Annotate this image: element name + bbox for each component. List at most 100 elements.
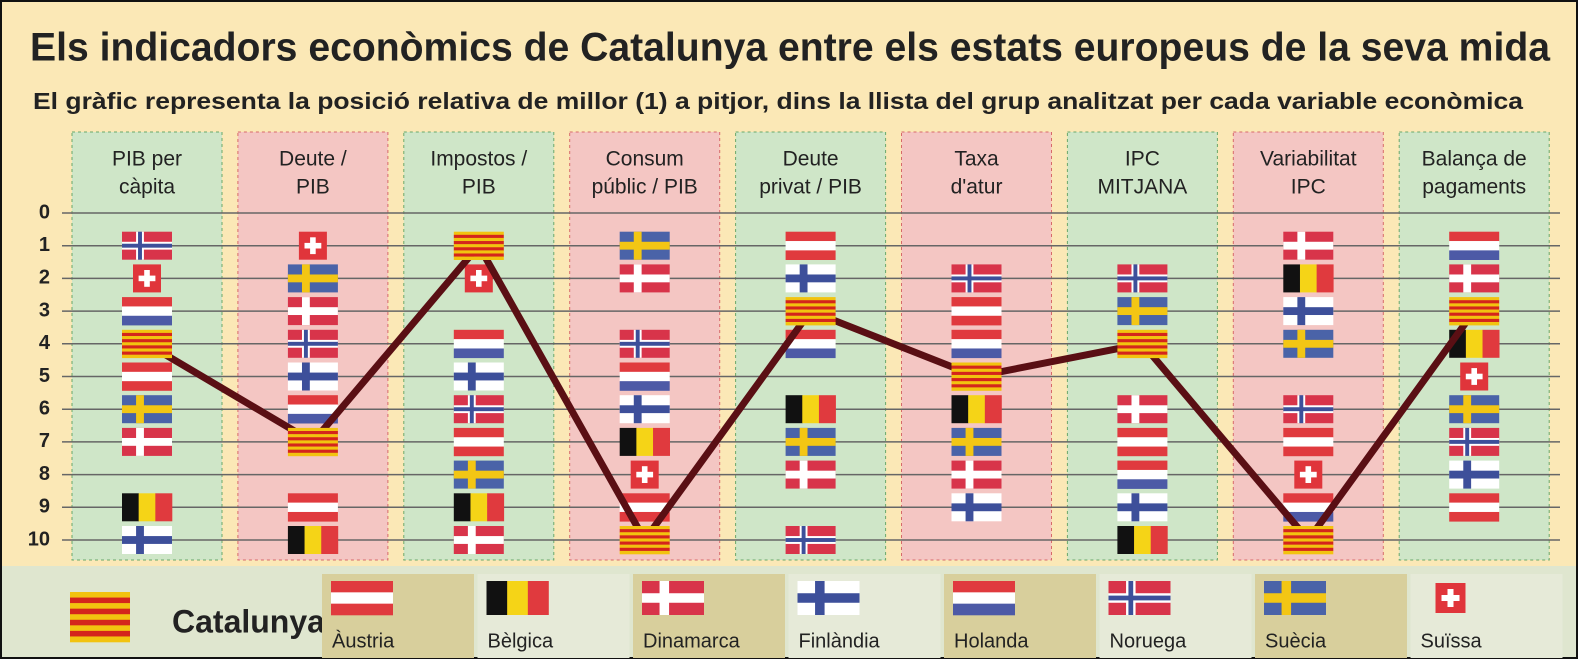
flag-marker <box>1460 362 1489 391</box>
flag-part <box>1117 342 1168 346</box>
flag-part <box>1117 351 1168 355</box>
flag-part <box>619 541 670 545</box>
flag-part <box>951 339 1002 349</box>
flag-part <box>310 237 316 255</box>
flag-part <box>122 336 172 340</box>
flag-part <box>527 581 549 615</box>
flag-part <box>799 427 808 456</box>
flag-part <box>1316 264 1334 293</box>
flag-part <box>642 593 704 603</box>
flag-part <box>953 592 1015 604</box>
flag-part <box>70 597 130 604</box>
legend-flag <box>1108 581 1171 615</box>
flag-part <box>797 593 860 603</box>
flag-part <box>619 529 670 533</box>
column-header: IPC <box>1291 176 1326 199</box>
flag-marker <box>453 526 504 554</box>
flag-part <box>785 297 836 301</box>
flag-marker <box>785 264 836 293</box>
flag-part <box>287 526 305 554</box>
flag-part <box>138 231 142 260</box>
flag-part <box>136 427 144 456</box>
flag-part <box>467 526 476 554</box>
flag-part <box>1283 538 1334 542</box>
flag-marker <box>619 395 670 424</box>
flag-marker <box>1117 493 1168 522</box>
flag-part <box>1117 460 1168 471</box>
flag-marker <box>951 362 1002 391</box>
flag-part <box>1117 427 1168 438</box>
flag-part <box>951 470 1002 479</box>
flag-part <box>619 274 670 283</box>
flag-part <box>453 407 504 412</box>
flag-part <box>1297 329 1306 358</box>
column-header: Variabilitat <box>1260 148 1357 171</box>
flag-part <box>287 449 338 454</box>
flag-marker <box>122 395 172 424</box>
flag-part <box>70 608 130 615</box>
flag-marker <box>287 427 338 457</box>
column-header: PIB per <box>112 148 182 171</box>
flag-part <box>1463 460 1472 489</box>
flag-part <box>785 437 836 446</box>
legend-label: Finlàndia <box>799 630 881 652</box>
flag-part <box>476 270 482 287</box>
flag-marker <box>122 427 172 456</box>
flag-marker <box>1283 231 1334 260</box>
flag-marker <box>1449 395 1500 424</box>
flag-part <box>1117 526 1135 554</box>
flag-part <box>122 315 172 326</box>
flag-marker <box>1117 264 1168 293</box>
flag-part <box>1449 439 1500 444</box>
flag-part <box>619 538 670 542</box>
flag-marker <box>1449 329 1500 358</box>
flag-part <box>1283 532 1334 536</box>
flag-marker <box>951 493 1002 522</box>
flag-part <box>331 581 393 593</box>
flag-part <box>1117 276 1168 281</box>
column-header: privat / PIB <box>759 176 862 199</box>
flag-marker <box>122 526 172 554</box>
flag-part <box>984 395 1002 424</box>
flag-part <box>951 374 1002 379</box>
y-tick-label: 3 <box>39 299 50 321</box>
flag-part <box>122 351 172 355</box>
flag-part <box>1128 581 1134 615</box>
column-header: Consum <box>606 148 684 171</box>
flag-marker <box>453 460 504 489</box>
flag-part <box>1150 526 1168 554</box>
flag-part <box>965 427 974 456</box>
flag-marker <box>1449 460 1500 489</box>
column-header: PIB <box>296 176 330 199</box>
flag-part <box>633 395 642 424</box>
flag-part <box>802 395 820 424</box>
flag-part <box>635 329 640 358</box>
flag-part <box>1283 529 1334 533</box>
flag-marker <box>630 460 659 489</box>
flag-part <box>619 526 670 530</box>
flag-marker <box>951 297 1002 326</box>
flag-part <box>1283 544 1334 549</box>
flag-part <box>951 329 1002 340</box>
flag-part <box>967 264 972 293</box>
y-tick-label: 1 <box>39 234 50 256</box>
flag-marker <box>1449 231 1500 260</box>
flag-part <box>453 372 504 381</box>
flag-part <box>122 362 172 373</box>
flag-marker <box>951 460 1002 489</box>
flag-part <box>951 381 1002 385</box>
flag-part <box>122 354 172 359</box>
flag-marker <box>453 395 504 424</box>
flag-part <box>799 460 808 489</box>
column-header: MITJANA <box>1097 176 1187 199</box>
y-tick-label: 10 <box>28 528 50 550</box>
flag-part <box>1465 427 1470 456</box>
flag-part <box>287 452 338 457</box>
flag-marker <box>1294 460 1323 489</box>
flag-marker <box>785 395 836 424</box>
flag-part <box>467 460 476 489</box>
flag-part <box>453 250 504 254</box>
flag-part <box>1463 264 1472 293</box>
flag-part <box>785 395 803 424</box>
flag-part <box>301 297 310 326</box>
